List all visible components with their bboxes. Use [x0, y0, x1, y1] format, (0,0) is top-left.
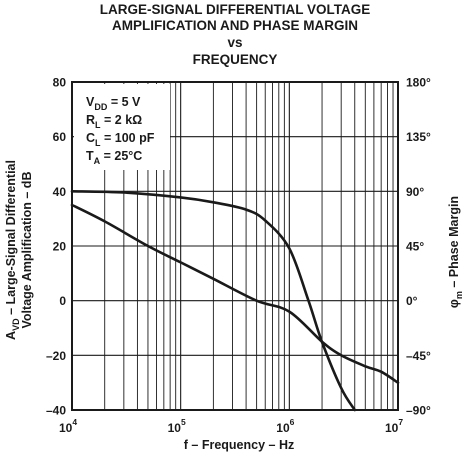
y-right-label: φm – Phase Margin: [447, 196, 464, 308]
condition-symbol: C: [86, 131, 95, 145]
y-right-tick-labels: 180° 135° 90° 45° 0° –45° –90°: [406, 76, 431, 418]
x-tick-labels: 104 105 106 107: [59, 417, 403, 435]
y-right-tick-label: 90°: [406, 185, 424, 199]
y-right-label-text: – Phase Margin: [447, 196, 461, 291]
y-right-tick-label: 180°: [406, 76, 431, 90]
condition-subscript: A: [94, 156, 101, 166]
condition-subscript: L: [95, 120, 101, 130]
condition-value: = 5 V: [107, 95, 141, 109]
title-line: FREQUENCY: [193, 52, 278, 67]
x-tick-label: 107: [385, 417, 403, 435]
plot-frame: [71, 81, 399, 411]
gain-curve: [70, 203, 400, 384]
y-left-tick-labels: 80 60 40 20 0 –20 –40: [46, 76, 66, 418]
y-left-label-symbol: A: [4, 331, 18, 340]
y-left-tick-label: 20: [53, 240, 67, 254]
y-right-tick-label: 135°: [406, 130, 431, 144]
x-axis-label: f – Frequency – Hz: [184, 438, 294, 452]
y-left-label-line1: AVD – Large-Signal Differential: [4, 160, 21, 340]
x-tick-exponent: 5: [181, 417, 186, 427]
condition-symbol: T: [86, 149, 94, 163]
y-right-axis-label: φm – Phase Margin: [447, 196, 464, 308]
phase-margin-curve: [70, 190, 357, 412]
condition-value: = 2 kΩ: [101, 113, 143, 127]
condition-value: = 100 pF: [101, 131, 155, 145]
x-tick-base: 10: [276, 421, 290, 435]
x-tick-base: 10: [385, 421, 399, 435]
condition-subscript: DD: [94, 102, 107, 112]
y-left-tick-label: 60: [53, 130, 67, 144]
condition-line: RL = 2 kΩ: [86, 113, 142, 130]
series-group: [70, 190, 400, 412]
condition-value: = 25°C: [100, 149, 142, 163]
y-right-tick-label: 0°: [406, 294, 418, 308]
title-line: AMPLIFICATION AND PHASE MARGIN: [112, 18, 358, 33]
x-tick-base: 10: [168, 421, 182, 435]
y-left-tick-label: 40: [53, 185, 67, 199]
y-left-label-line2: Voltage Amplification – dB: [20, 172, 34, 329]
y-right-tick-label: 45°: [406, 240, 424, 254]
y-left-tick-label: –40: [46, 404, 66, 418]
y-left-tick-label: 80: [53, 76, 67, 90]
condition-symbol: V: [86, 95, 95, 109]
y-right-tick-label: –90°: [406, 404, 431, 418]
x-tick-exponent: 6: [290, 417, 295, 427]
y-left-tick-label: 0: [59, 294, 66, 308]
y-left-axis-label: AVD – Large-Signal Differential Voltage A…: [4, 160, 34, 340]
title-line: LARGE-SIGNAL DIFFERENTIAL VOLTAGE: [100, 2, 371, 17]
y-right-tick-label: –45°: [406, 349, 431, 363]
x-tick-label: 106: [276, 417, 294, 435]
y-left-label-subscript: VD: [11, 318, 21, 331]
condition-symbol: R: [86, 113, 95, 127]
x-tick-exponent: 7: [398, 417, 403, 427]
y-right-label-subscript: m: [454, 291, 464, 299]
conditions-box: [74, 84, 170, 170]
y-left-tick-label: –20: [46, 349, 66, 363]
y-left-label-text: – Large-Signal Differential: [4, 160, 18, 318]
y-right-label-symbol: φ: [447, 299, 461, 308]
x-tick-label: 105: [168, 417, 186, 435]
x-tick-label: 104: [59, 417, 77, 435]
x-tick-exponent: 4: [72, 417, 77, 427]
chart-title: LARGE-SIGNAL DIFFERENTIAL VOLTAGEAMPLIFI…: [100, 2, 371, 67]
title-line: vs: [227, 35, 242, 50]
condition-line: CL = 100 pF: [86, 131, 155, 148]
condition-subscript: L: [95, 138, 101, 148]
condition-line: VDD = 5 V: [86, 95, 141, 112]
condition-line: TA = 25°C: [86, 149, 142, 166]
x-tick-base: 10: [59, 421, 73, 435]
